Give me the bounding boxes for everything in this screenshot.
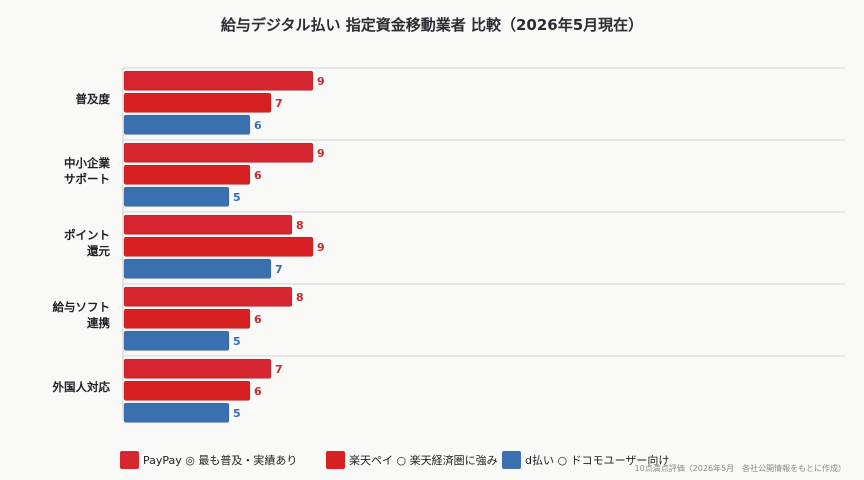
legend-label-rakuten: 楽天ペイ ○ 楽天経済圏に強み xyxy=(349,454,498,467)
bar-rakuten xyxy=(123,308,251,329)
legend-swatch-dbarai xyxy=(502,451,521,469)
legend-item-paypay: PayPay ◎ 最も普及・実績あり xyxy=(120,451,326,469)
category-label: 連携 xyxy=(87,316,110,330)
bar-rakuten xyxy=(123,164,251,185)
bar-rakuten xyxy=(123,92,272,113)
category-label: ポイント xyxy=(64,228,110,242)
legend-swatch-rakuten xyxy=(326,451,345,469)
bar-dbarai xyxy=(123,114,251,135)
data-label-paypay: 9 xyxy=(317,147,325,160)
data-label-rakuten: 9 xyxy=(317,241,325,254)
data-label-dbarai: 7 xyxy=(275,263,283,276)
category-label: 中小企業 xyxy=(64,156,110,170)
data-label-paypay: 9 xyxy=(317,75,325,88)
plot-area: 普及度976中小企業サポート965ポイント還元897給与ソフト連携865外国人対… xyxy=(52,67,845,423)
bar-dbarai xyxy=(123,402,230,423)
footnote: 10点満点評価（2026年5月 各社公開情報をもとに作成） xyxy=(634,464,846,473)
legend-label-dbarai: d払い ○ ドコモユーザー向け xyxy=(525,454,670,467)
bar-paypay xyxy=(123,358,272,379)
bar-rakuten xyxy=(123,236,314,257)
legend-item-rakuten: 楽天ペイ ○ 楽天経済圏に強み xyxy=(326,451,502,469)
bar-rakuten xyxy=(123,380,251,401)
bar-paypay xyxy=(123,70,314,91)
data-label-dbarai: 5 xyxy=(233,407,241,420)
data-label-paypay: 7 xyxy=(275,363,283,376)
category-label: サポート xyxy=(64,172,110,186)
legend-swatch-paypay xyxy=(120,451,139,469)
data-label-paypay: 8 xyxy=(296,291,304,304)
category-label: 還元 xyxy=(87,244,110,258)
legend-label-paypay: PayPay ◎ 最も普及・実績あり xyxy=(143,454,298,467)
bar-paypay xyxy=(123,286,293,307)
chart-title: 給与デジタル払い 指定資金移動業者 比較（2026年5月現在） xyxy=(221,16,643,34)
bar-dbarai xyxy=(123,186,230,207)
data-label-dbarai: 5 xyxy=(233,335,241,348)
bar-paypay xyxy=(123,142,314,163)
data-label-rakuten: 6 xyxy=(254,169,262,182)
data-label-dbarai: 5 xyxy=(233,191,241,204)
bar-paypay xyxy=(123,214,293,235)
data-label-paypay: 8 xyxy=(296,219,304,232)
bar-dbarai xyxy=(123,330,230,351)
data-label-rakuten: 6 xyxy=(254,385,262,398)
category-label: 給与ソフト xyxy=(53,300,111,314)
category-label: 外国人対応 xyxy=(52,380,111,394)
data-label-rakuten: 6 xyxy=(254,313,262,326)
legend-item-dbarai: d払い ○ ドコモユーザー向け xyxy=(502,451,669,469)
data-label-dbarai: 6 xyxy=(254,119,262,132)
bar-dbarai xyxy=(123,258,272,279)
category-label: 普及度 xyxy=(76,92,111,106)
legend: PayPay ◎ 最も普及・実績あり 楽天ペイ ○ 楽天経済圏に強み d払い ○… xyxy=(120,451,669,469)
data-label-rakuten: 7 xyxy=(275,97,283,110)
